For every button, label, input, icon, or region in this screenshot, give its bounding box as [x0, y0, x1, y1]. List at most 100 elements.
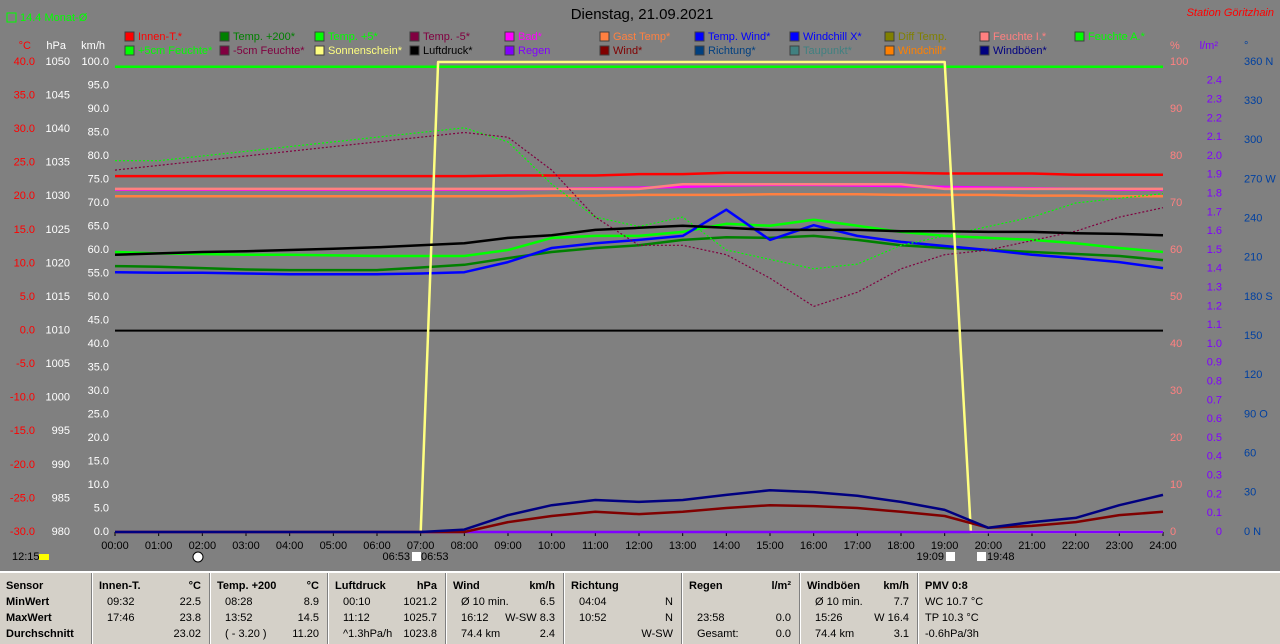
y-tick-label: 980 — [52, 526, 70, 538]
monthly-icon — [6, 12, 17, 23]
cell-right: 0.0 — [775, 612, 791, 624]
table-column: Innen-T. °C 09:32 22.5 17:46 23.8 23.02 — [92, 573, 211, 644]
cell-right: 8.9 — [303, 596, 319, 608]
y-tick-label: 1.4 — [1207, 263, 1222, 275]
series-line — [114, 218, 1164, 258]
y-tick-label: 100.0 — [81, 56, 109, 68]
y-tick-label: 0.2 — [1207, 488, 1222, 500]
legend-label: Sonnenschein* — [328, 45, 403, 57]
cell-left: 23:58 — [697, 612, 725, 624]
y-tick-label: 0.8 — [1207, 376, 1222, 388]
y-tick-label: 0.9 — [1207, 357, 1222, 369]
y-tick-label: 50 — [1170, 291, 1182, 303]
legend-label: Luftdruck* — [423, 45, 473, 57]
cell-left: 10:52 — [579, 612, 607, 624]
y-tick-label: 2.3 — [1207, 94, 1222, 106]
y-tick-label: 100 — [1170, 56, 1188, 68]
monthly-average: 14.4 Monat-Ø — [20, 12, 88, 24]
column-title: Regen — [689, 580, 723, 592]
cell-left: 04:04 — [579, 596, 607, 608]
y-tick-label: 270 W — [1244, 173, 1276, 185]
axis-title: % — [1170, 40, 1180, 52]
cell-left: TP 10.3 °C — [925, 612, 979, 624]
y-tick-label: 30.0 — [14, 123, 35, 135]
y-tick-label: 1.1 — [1207, 319, 1222, 331]
series-line — [115, 488, 1164, 534]
y-tick-label: 0 — [1170, 526, 1176, 538]
y-tick-label: 1.6 — [1207, 225, 1222, 237]
y-tick-label: 210 — [1244, 252, 1262, 264]
y-tick-label: -30.0 — [10, 526, 35, 538]
legend-label: Richtung* — [708, 45, 756, 57]
legend-swatch — [979, 31, 990, 42]
legend-label: Temp. Wind* — [708, 31, 771, 43]
y-tick-label: 360 N — [1244, 56, 1273, 68]
y-tick-label: 25.0 — [14, 157, 35, 169]
time-annotation: 19:48 — [987, 551, 1015, 563]
cell-left: 16:12 — [461, 612, 489, 624]
x-tick-label: 21:00 — [1018, 540, 1046, 552]
y-tick-label: 20.0 — [14, 190, 35, 202]
y-tick-label: -25.0 — [10, 492, 35, 504]
axis-title: hPa — [46, 40, 66, 52]
legend-label: Feuchte A.* — [1088, 31, 1146, 43]
series-line — [115, 171, 1163, 178]
y-tick-label: 90 — [1170, 103, 1182, 115]
x-tick-label: 17:00 — [844, 540, 872, 552]
cell-right: 23.02 — [173, 628, 201, 640]
legend-swatch — [504, 45, 515, 56]
y-tick-label: 1035 — [46, 157, 70, 169]
y-tick-label: 0 N — [1244, 526, 1261, 538]
series-line — [115, 193, 1163, 198]
y-tick-label: 0.5 — [1207, 432, 1222, 444]
x-tick-label: 02:00 — [189, 540, 217, 552]
legend-label: Windchill X* — [803, 31, 862, 43]
row-label: MaxWert — [6, 612, 52, 624]
y-tick-label: 40.0 — [14, 56, 35, 68]
time-annotation: 06:53 — [421, 551, 449, 563]
column-unit: °C — [188, 580, 201, 592]
table-column: Richtung 04:04 N 10:52 N W-SW — [564, 573, 683, 644]
x-tick-label: 23:00 — [1106, 540, 1134, 552]
x-tick-label: 22:00 — [1062, 540, 1090, 552]
series-line — [115, 503, 1164, 534]
y-tick-label: -15.0 — [10, 425, 35, 437]
x-tick-label: 06:00 — [363, 540, 391, 552]
y-tick-label: 0.1 — [1207, 507, 1222, 519]
y-tick-label: 0.3 — [1207, 470, 1222, 482]
y-tick-label: 35.0 — [14, 89, 35, 101]
legend-swatch — [314, 31, 325, 42]
cell-left: 74.4 km — [461, 628, 501, 640]
axis-title: l/m² — [1200, 40, 1219, 52]
cell-left: 74.4 km — [815, 628, 855, 640]
x-tick-label: 15:00 — [756, 540, 784, 552]
series-line — [115, 60, 1163, 534]
y-tick-label: 30.0 — [88, 385, 109, 397]
x-tick-label: 10:00 — [538, 540, 566, 552]
axis-title: ° — [1244, 40, 1248, 52]
cell-left: 11:12 — [343, 612, 370, 624]
legend-label: Bad* — [518, 31, 543, 43]
y-tick-label: 75.0 — [88, 173, 109, 185]
table-column: Windböen km/h Ø 10 min. 7.7 15:26 W 16.4 74.4 … — [800, 573, 919, 644]
legend-label: Innen-T.* — [138, 31, 183, 43]
y-tick-label: 5.0 — [94, 502, 109, 514]
cell-left: ^1.3hPa/h — [343, 628, 393, 640]
column-title: Innen-T. — [99, 580, 141, 592]
moonset-icon — [977, 552, 986, 561]
legend-label: Temp. +5* — [328, 31, 379, 43]
legend-label: Feuchte I.* — [993, 31, 1047, 43]
x-tick-label: 14:00 — [713, 540, 741, 552]
cell-right: 0.0 — [775, 628, 791, 640]
y-tick-label: 70.0 — [88, 197, 109, 209]
legend-label: Temp. +200* — [233, 31, 296, 43]
series-line — [114, 208, 1164, 276]
y-tick-label: 1.0 — [1207, 338, 1222, 350]
legend-label: Temp. -5* — [423, 31, 471, 43]
y-tick-label: 5.0 — [20, 291, 35, 303]
column-title: PMV 0:8 — [925, 580, 968, 592]
cell-left: 15:26 — [815, 612, 843, 624]
series-line — [115, 127, 1164, 270]
x-tick-label: 04:00 — [276, 540, 304, 552]
y-tick-label: 60.0 — [88, 244, 109, 256]
